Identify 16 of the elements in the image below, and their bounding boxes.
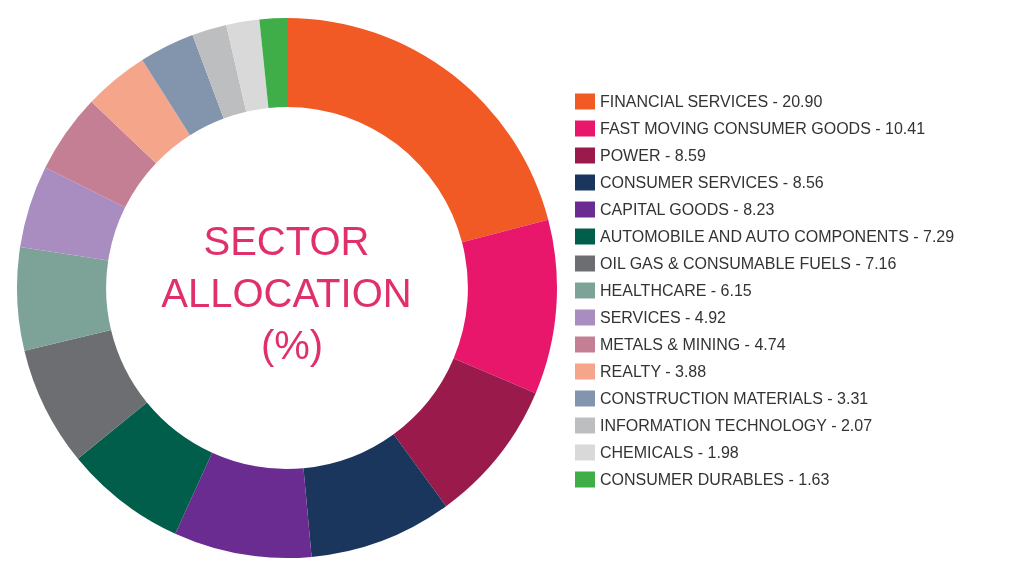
legend-label: OIL GAS & CONSUMABLE FUELS - 7.16: [600, 255, 897, 272]
text: SECTOR ALLOCATION (%): [161, 219, 423, 367]
legend-label: CONSUMER SERVICES - 8.56: [600, 174, 824, 191]
legend-label: INFORMATION TECHNOLOGY - 2.07: [600, 417, 873, 434]
legend-label: SERVICES - 4.92: [600, 309, 727, 326]
legend-label: CONSUMER DURABLES - 1.63: [600, 471, 830, 488]
legend-label: CAPITAL GOODS - 8.23: [600, 201, 775, 218]
legend-label: HEALTHCARE - 6.15: [600, 282, 752, 299]
legend-label: METALS & MINING - 4.74: [600, 336, 786, 353]
legend-label: POWER - 8.59: [600, 147, 706, 164]
legend-label: AUTOMOBILE AND AUTO COMPONENTS - 7.29: [600, 228, 955, 245]
legend-label: FAST MOVING CONSUMER GOODS - 10.41: [600, 120, 926, 137]
legend-label: CHEMICALS - 1.98: [600, 444, 739, 461]
legend-label: FINANCIAL SERVICES - 20.90: [600, 93, 823, 110]
legend-label: CONSTRUCTION MATERIALS - 3.31: [600, 390, 869, 407]
legend-label: REALTY - 3.88: [600, 363, 707, 380]
